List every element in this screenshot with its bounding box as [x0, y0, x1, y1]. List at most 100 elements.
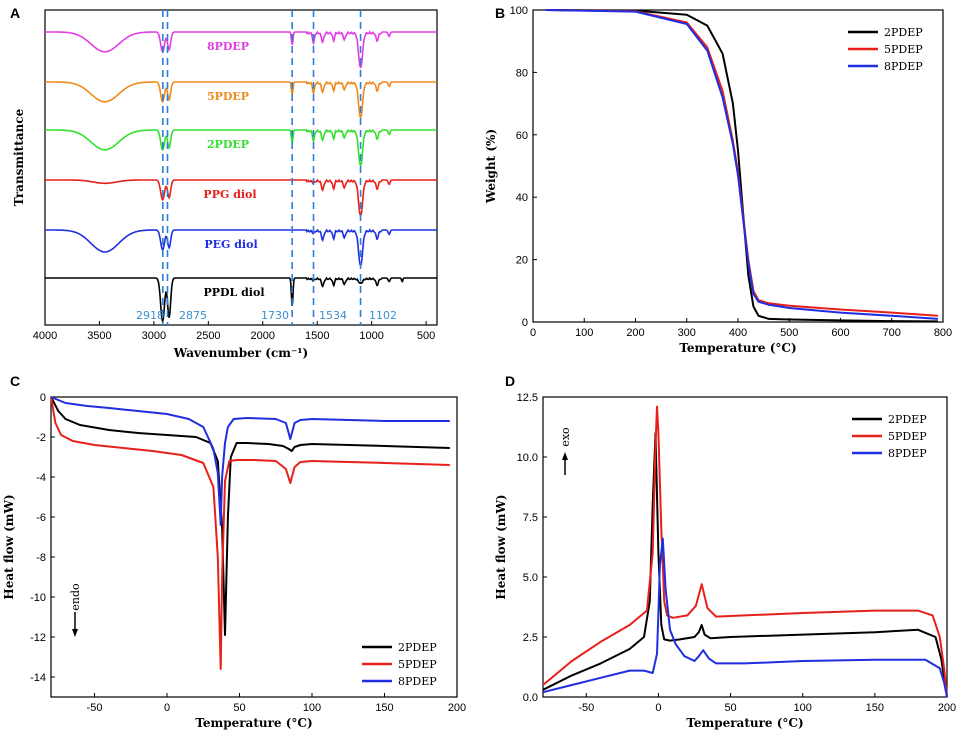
wavenumber-label-2918: 2918 [136, 309, 164, 322]
y-axis-label: Weight (%) [484, 129, 498, 204]
plot-frame-C [50, 396, 458, 698]
y-tick-label: 0 [40, 392, 46, 404]
plot-frame-B [532, 9, 944, 323]
x-tick-label: 50 [233, 702, 245, 714]
endo-annotation: endo [69, 583, 82, 611]
wavenumber-label-1534: 1534 [319, 309, 347, 322]
legend-label-2pdep: 2PDEP [888, 413, 927, 426]
y-tick-label: 80 [516, 67, 528, 79]
x-tick-label: 400 [729, 327, 747, 339]
legend-label-8pdep: 8PDEP [884, 60, 923, 73]
label-2pdep: 2PDEP [207, 138, 249, 151]
spectrum-5pdep [45, 80, 437, 119]
x-tick-label: 0 [655, 702, 661, 714]
spectrum-2pdep [45, 128, 437, 167]
label-peg-diol: PEG diol [204, 238, 257, 251]
legend-label-5pdep: 5PDEP [398, 658, 437, 671]
series-line-8pdep [545, 9, 938, 320]
y-tick-label: 20 [516, 255, 528, 267]
panel-label-D: D [505, 373, 515, 389]
y-tick-label: 5.0 [523, 572, 538, 584]
x-tick-label: 2000 [251, 330, 275, 342]
y-axis-label: Heat flow (mW) [2, 494, 16, 599]
y-axis-label: Heat flow (mW) [494, 494, 508, 599]
x-tick-label: 300 [678, 327, 696, 339]
endo-arrow-head [72, 629, 78, 637]
x-tick-label: 2500 [196, 330, 220, 342]
x-tick-label: 200 [626, 327, 644, 339]
series-line-2pdep [545, 9, 938, 323]
legend-label-2pdep: 2PDEP [884, 26, 923, 39]
x-tick-label: 150 [375, 702, 393, 714]
x-tick-label: -50 [87, 702, 103, 714]
y-tick-label: 12.5 [517, 392, 538, 404]
x-tick-label: 4000 [33, 330, 57, 342]
x-tick-label: 200 [448, 702, 466, 714]
series-line-5pdep [542, 405, 948, 698]
spectrum-peg-diol [45, 228, 437, 267]
x-axis-label: Temperature (°C) [195, 716, 312, 730]
y-tick-label: 40 [516, 192, 528, 204]
series-line-2pdep [542, 432, 948, 698]
label-8pdep: 8PDEP [207, 40, 249, 53]
y-tick-label: 7.5 [523, 512, 538, 524]
x-tick-label: 50 [724, 702, 736, 714]
y-tick-label: 60 [516, 130, 528, 142]
plot-frame-D [542, 396, 948, 698]
y-tick-label: -4 [36, 472, 46, 484]
wavenumber-label-1102: 1102 [369, 309, 397, 322]
series-line-5pdep [545, 9, 938, 317]
x-tick-label: 500 [417, 330, 435, 342]
panel-label-A: A [10, 5, 20, 21]
y-tick-label: -10 [30, 592, 46, 604]
x-tick-label: 800 [934, 327, 952, 339]
x-tick-label: -50 [578, 702, 594, 714]
wavenumber-label-1730: 1730 [261, 309, 289, 322]
label-ppdl-diol: PPDL diol [203, 286, 264, 299]
x-axis-label: Wavenumber (cm⁻¹) [173, 346, 308, 360]
legend-label-5pdep: 5PDEP [888, 430, 927, 443]
x-tick-label: 100 [303, 702, 321, 714]
label-5pdep: 5PDEP [207, 90, 249, 103]
x-tick-label: 3000 [142, 330, 166, 342]
x-axis-label: Temperature (°C) [686, 716, 803, 730]
x-tick-label: 1000 [359, 330, 383, 342]
series-line-5pdep [50, 396, 450, 670]
y-tick-label: 0.0 [523, 692, 538, 704]
legend-label-2pdep: 2PDEP [398, 641, 437, 654]
y-tick-label: -14 [30, 672, 46, 684]
y-tick-label: -6 [36, 512, 46, 524]
series-line-8pdep [50, 396, 450, 526]
spectrum-ppdl-diol [45, 276, 437, 325]
panel-label-B: B [495, 5, 505, 21]
spectrum-ppg-diol [45, 178, 437, 217]
x-tick-label: 1500 [305, 330, 329, 342]
label-ppg-diol: PPG diol [203, 188, 256, 201]
x-tick-label: 600 [831, 327, 849, 339]
x-tick-label: 0 [530, 327, 536, 339]
y-tick-label: -2 [36, 432, 46, 444]
x-tick-label: 100 [575, 327, 593, 339]
series-line-8pdep [542, 537, 948, 698]
exo-annotation: exo [559, 427, 572, 447]
x-tick-label: 700 [883, 327, 901, 339]
y-tick-label: 100 [510, 5, 528, 17]
y-tick-label: -8 [36, 552, 46, 564]
exo-arrow-head [562, 452, 568, 460]
x-tick-label: 3500 [87, 330, 111, 342]
x-axis-label: Temperature (°C) [679, 341, 796, 355]
x-tick-label: 200 [938, 702, 956, 714]
y-tick-label: 2.5 [523, 632, 538, 644]
spectrum-8pdep [45, 30, 437, 69]
panel-label-C: C [10, 373, 20, 389]
legend-label-8pdep: 8PDEP [398, 675, 437, 688]
wavenumber-label-2875: 2875 [179, 309, 207, 322]
x-tick-label: 0 [164, 702, 170, 714]
y-axis-label: Transmittance [12, 108, 26, 206]
x-tick-label: 150 [866, 702, 884, 714]
y-tick-label: 0 [522, 317, 528, 329]
x-tick-label: 500 [780, 327, 798, 339]
plot-frame-A [44, 9, 438, 326]
y-tick-label: -12 [30, 632, 46, 644]
